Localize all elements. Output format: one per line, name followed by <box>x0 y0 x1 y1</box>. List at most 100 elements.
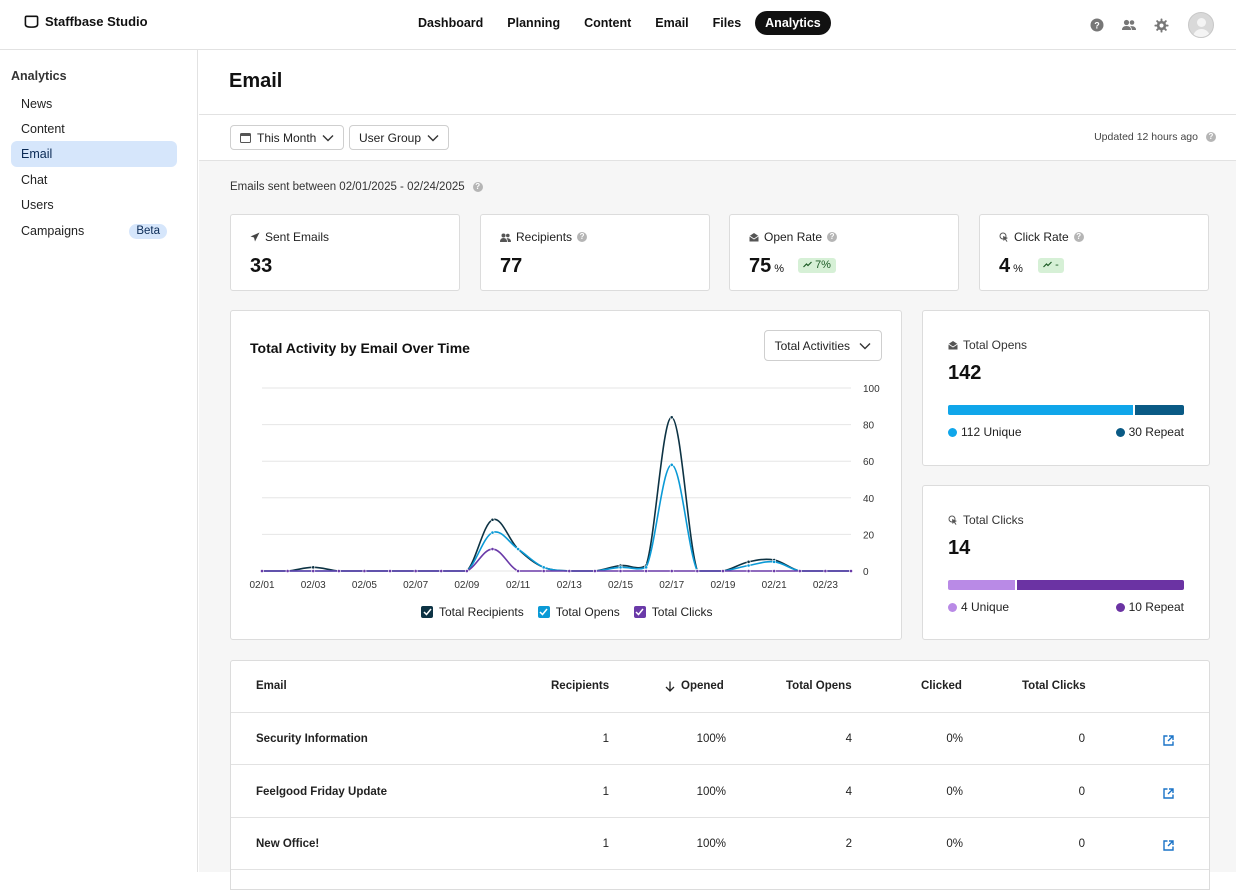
kpi-label: Click Rate ? <box>999 230 1084 244</box>
table-cell-clicked: 0% <box>946 838 963 850</box>
data-point-total-clicks <box>311 569 316 573</box>
svg-text:?: ? <box>1094 20 1100 30</box>
nav-files[interactable]: Files <box>712 16 742 30</box>
legend-total-opens[interactable]: Total Opens <box>537 605 620 619</box>
table-cell-opened: 100% <box>696 838 726 850</box>
kpi-value: 75% <box>749 255 784 278</box>
updated-text: Updated 12 hours ago <box>1094 131 1198 143</box>
open-mail-icon <box>749 233 759 242</box>
data-point-total-opens <box>516 547 520 551</box>
dot-icon <box>1115 603 1125 612</box>
activity-type-select[interactable]: Total Activities <box>763 330 882 361</box>
data-point-total-clicks <box>413 569 418 573</box>
click-icon <box>948 515 957 525</box>
col-header-opened[interactable]: Opened <box>665 680 724 692</box>
data-point-total-clicks <box>797 569 802 573</box>
help-icon[interactable]: ? <box>1088 16 1106 34</box>
open-mail-icon <box>948 341 958 350</box>
total-opens-label: Total Opens <box>948 338 1027 352</box>
nav-analytics[interactable]: Analytics <box>755 11 831 35</box>
info-icon[interactable]: ? <box>472 182 483 192</box>
x-tick-label: 02/19 <box>710 580 735 591</box>
table-row[interactable]: Feelgood Friday Update 1 100% 4 0% 0 <box>231 766 1209 818</box>
app-logo[interactable]: Staffbase Studio <box>24 14 148 29</box>
kpi-label: Open Rate ? <box>749 230 838 244</box>
nav-planning[interactable]: Planning <box>507 16 561 30</box>
date-filter-button[interactable]: This Month <box>230 125 345 150</box>
opens-unique-label: 112 Unique <box>961 425 1022 439</box>
legend-total-recipients[interactable]: Total Recipients <box>421 605 524 619</box>
sidebar-item-chat[interactable]: Chat <box>11 167 177 193</box>
chevron-down-icon <box>427 134 439 141</box>
table-row[interactable]: New Office! 1 100% 2 0% 0 <box>231 818 1209 870</box>
staffbase-logo-icon <box>24 15 39 28</box>
x-tick-label: 02/03 <box>301 580 326 591</box>
opens-breakdown-bar <box>948 405 1184 415</box>
data-point-total-clicks <box>721 569 725 573</box>
sidebar-item-users[interactable]: Users <box>11 192 177 218</box>
x-tick-label: 02/09 <box>454 580 479 591</box>
external-link-icon[interactable] <box>1163 786 1174 804</box>
external-link-icon[interactable] <box>1163 733 1174 751</box>
info-icon[interactable]: ? <box>1206 132 1216 142</box>
legend-total-clicks[interactable]: Total Clicks <box>633 605 712 619</box>
info-icon[interactable]: ? <box>577 232 588 242</box>
sidebar-item-email[interactable]: Email <box>11 141 177 167</box>
kpi-value-number: 4 <box>999 255 1011 277</box>
table-cell-email: New Office! <box>256 838 320 850</box>
col-header-total-clicks[interactable]: Total Clicks <box>1022 680 1086 692</box>
trend-up-icon <box>803 261 812 268</box>
trend-value: - <box>1055 259 1059 271</box>
users-icon[interactable] <box>1120 16 1138 34</box>
opens-repeat-label: 30 Repeat <box>1128 425 1184 439</box>
bar-divider <box>1014 580 1017 590</box>
clicks-repeat-label: 10 Repeat <box>1128 600 1184 614</box>
table-cell-total-clicks: 0 <box>1078 838 1085 850</box>
user-group-filter-button[interactable]: User Group <box>349 125 450 150</box>
calendar-icon <box>240 133 251 143</box>
data-point-total-clicks <box>823 569 828 573</box>
nav-dashboard[interactable]: Dashboard <box>418 16 484 30</box>
y-tick-label: 60 <box>863 457 875 468</box>
data-point-total-clicks <box>490 547 495 551</box>
table-row[interactable]: Security Information 1 100% 4 0% 0 <box>231 713 1209 765</box>
table-cell-total-opens: 4 <box>845 785 852 798</box>
top-actions: ? <box>1088 12 1214 38</box>
data-point-total-clicks <box>516 569 520 573</box>
bar-divider <box>1132 405 1135 415</box>
col-header-total-opens[interactable]: Total Opens <box>786 680 852 692</box>
kpi-label-text: Click Rate <box>1014 230 1069 244</box>
x-tick-label: 02/17 <box>659 580 684 591</box>
info-icon[interactable]: ? <box>1073 232 1084 242</box>
sidebar-item-label: News <box>21 97 53 111</box>
dot-icon <box>948 428 957 437</box>
kpi-value-number: 33 <box>250 255 273 277</box>
filter-bar: This Month User Group Updated 12 hours a… <box>199 115 1236 161</box>
chevron-down-icon <box>859 342 871 349</box>
sidebar-item-news[interactable]: News <box>11 91 177 117</box>
col-header-recipients[interactable]: Recipients <box>551 680 610 692</box>
external-link-icon[interactable] <box>1163 838 1174 856</box>
col-header-email[interactable]: Email <box>256 680 287 692</box>
avatar[interactable] <box>1188 12 1214 38</box>
nav-content[interactable]: Content <box>584 16 632 30</box>
sidebar-item-campaigns[interactable]: Campaigns Beta <box>11 218 177 244</box>
table-cell-recipients: 1 <box>602 838 609 850</box>
beta-badge: Beta <box>129 224 167 239</box>
data-point-total-clicks <box>849 569 853 573</box>
sidebar-item-content[interactable]: Content <box>11 116 177 142</box>
clicks-unique-label: 4 Unique <box>961 600 1010 614</box>
table-cell-total-clicks: 0 <box>1078 785 1085 798</box>
data-point-total-opens <box>772 559 777 564</box>
col-header-clicked[interactable]: Clicked <box>921 680 962 692</box>
nav-email[interactable]: Email <box>655 16 689 30</box>
sidebar-item-label: Users <box>21 198 54 212</box>
table-cell-clicked: 0% <box>946 785 963 798</box>
info-icon[interactable]: ? <box>827 232 838 242</box>
data-point-total-opens <box>541 565 546 570</box>
data-point-total-clicks <box>567 569 572 573</box>
sidebar-item-label: Content <box>21 122 65 136</box>
data-point-total-recipients <box>746 559 751 564</box>
gear-icon[interactable] <box>1152 16 1170 34</box>
kpi-card-open-rate: Open Rate ? 75% 7% <box>729 214 959 291</box>
